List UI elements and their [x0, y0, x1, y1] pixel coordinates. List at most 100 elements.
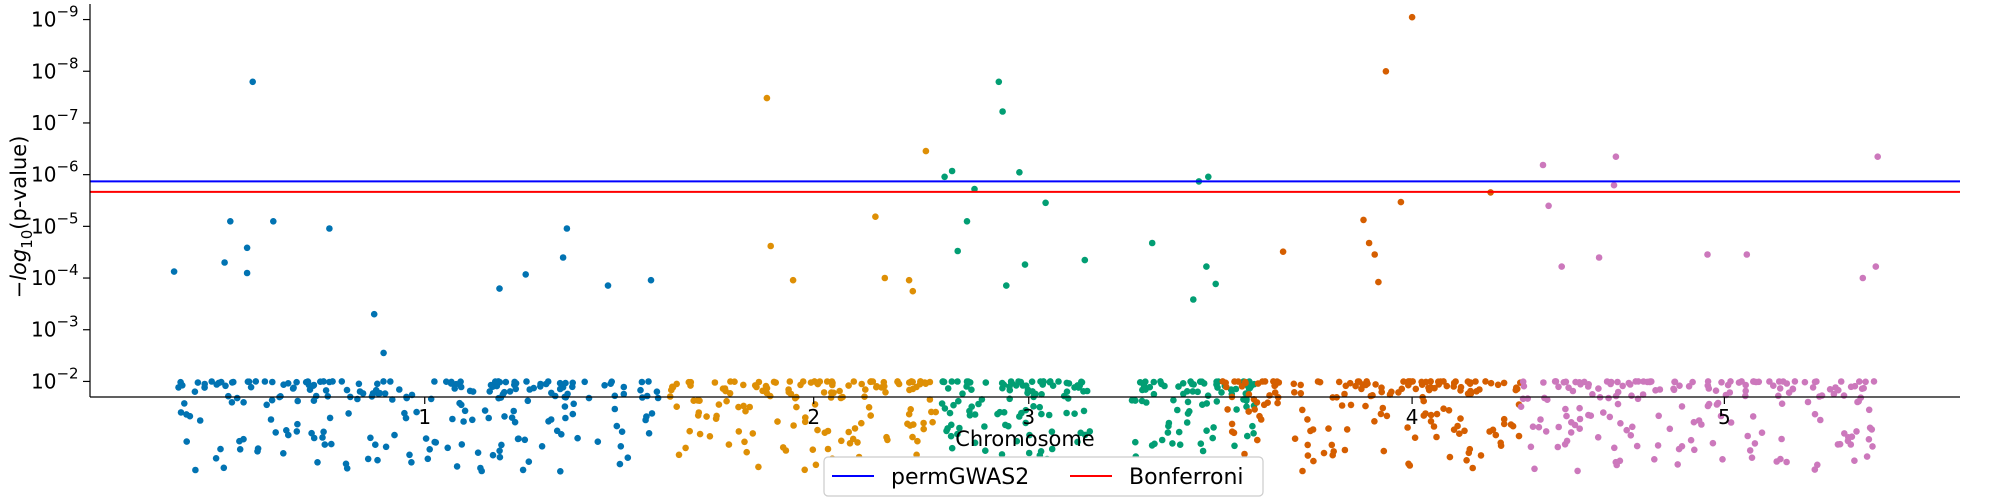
snp-point: [267, 416, 275, 423]
snp-point: [1174, 406, 1181, 414]
snp-point: [1271, 389, 1279, 396]
snp-point: [836, 387, 843, 395]
series-chr-5: [1517, 153, 1881, 475]
snp-point: [1791, 378, 1799, 385]
snp-point: [1646, 378, 1654, 385]
snp-point: [1325, 425, 1332, 432]
snp-point-significant: [1859, 274, 1867, 282]
snp-point: [954, 430, 961, 438]
snp-point: [947, 432, 955, 440]
snp-point: [542, 380, 550, 388]
snp-point: [1555, 423, 1562, 431]
snp-point: [477, 464, 484, 472]
snp-point: [512, 380, 520, 387]
snp-point: [177, 409, 185, 416]
snp-point-significant: [905, 276, 913, 284]
snp-point: [905, 410, 913, 418]
snp-point: [1851, 382, 1859, 390]
snp-point: [561, 403, 569, 410]
snp-point: [1165, 419, 1173, 427]
snp-point: [1639, 391, 1647, 398]
snp-point: [1427, 411, 1435, 419]
snp-point: [1742, 392, 1749, 400]
snp-point: [1071, 384, 1078, 391]
snp-point: [1457, 387, 1464, 394]
snp-point: [1259, 378, 1266, 385]
snp-point: [1081, 431, 1089, 439]
snp-point: [1789, 385, 1797, 393]
snp-point: [1776, 385, 1784, 392]
snp-point-significant: [1371, 251, 1378, 258]
snp-point: [1562, 405, 1569, 413]
snp-point: [310, 381, 318, 389]
snp-point: [645, 378, 652, 385]
legend-frame: [823, 456, 1264, 497]
snp-point: [1477, 452, 1485, 459]
snp-point: [1025, 449, 1033, 457]
snp-point-significant: [881, 274, 889, 282]
snp-point: [965, 378, 972, 385]
snp-point: [1328, 441, 1336, 449]
snp-point: [186, 412, 194, 420]
snp-point: [1568, 419, 1575, 426]
snp-point: [461, 407, 469, 415]
snp-point: [1158, 436, 1166, 444]
snp-point: [950, 401, 957, 409]
snp-point: [823, 378, 831, 385]
snp-point: [367, 434, 374, 442]
snp-point-significant: [1397, 198, 1405, 206]
snp-point: [1175, 428, 1183, 436]
snp-point: [496, 453, 504, 461]
snp-point: [1164, 429, 1172, 436]
snp-point: [501, 388, 508, 396]
snp-point: [916, 380, 924, 388]
snp-point: [851, 425, 859, 432]
snp-point-significant: [1558, 263, 1565, 270]
snp-point-significant: [789, 276, 797, 284]
snp-point: [812, 461, 820, 469]
snp-point: [740, 381, 747, 389]
legend: permGWAS2 Bonferroni: [823, 456, 1264, 497]
snp-point: [1563, 412, 1570, 420]
snp-point: [254, 448, 261, 455]
snp-point-significant: [496, 285, 503, 292]
snp-point: [1430, 423, 1438, 430]
snp-point: [293, 378, 300, 386]
snp-point: [617, 443, 625, 450]
snp-point: [1343, 426, 1351, 433]
series-chr-2: [666, 94, 942, 475]
x-tick-label: 1: [418, 405, 431, 429]
snp-point: [802, 414, 809, 421]
snp-point: [562, 379, 569, 387]
snp-point: [797, 381, 804, 389]
snp-point: [1245, 391, 1253, 398]
snp-point: [1036, 403, 1043, 411]
snp-point-significant: [522, 271, 529, 278]
snp-point: [374, 380, 381, 388]
snp-point: [1714, 399, 1722, 407]
snp-point-significant: [1279, 248, 1287, 255]
snp-point: [1241, 450, 1248, 458]
snp-point-significant: [1190, 296, 1197, 303]
snp-point-significant: [559, 254, 567, 261]
snp-point: [782, 447, 790, 454]
snp-point: [1204, 392, 1212, 400]
snp-point: [1433, 410, 1441, 418]
snp-point: [1383, 412, 1391, 420]
snp-point: [978, 396, 986, 403]
snp-point: [922, 380, 929, 388]
snp-point: [1611, 444, 1618, 452]
snp-point: [1199, 401, 1206, 409]
snp-point: [1299, 406, 1306, 414]
snp-point: [1007, 378, 1015, 385]
snp-point: [1674, 461, 1681, 468]
snp-point: [1450, 383, 1457, 390]
snp-point: [1140, 382, 1148, 389]
snp-point: [755, 463, 762, 471]
snp-point: [749, 430, 757, 437]
snp-point: [1078, 378, 1085, 386]
snp-point: [968, 386, 975, 394]
snp-point: [444, 444, 452, 452]
snp-point: [192, 466, 199, 474]
snp-point: [926, 396, 934, 403]
